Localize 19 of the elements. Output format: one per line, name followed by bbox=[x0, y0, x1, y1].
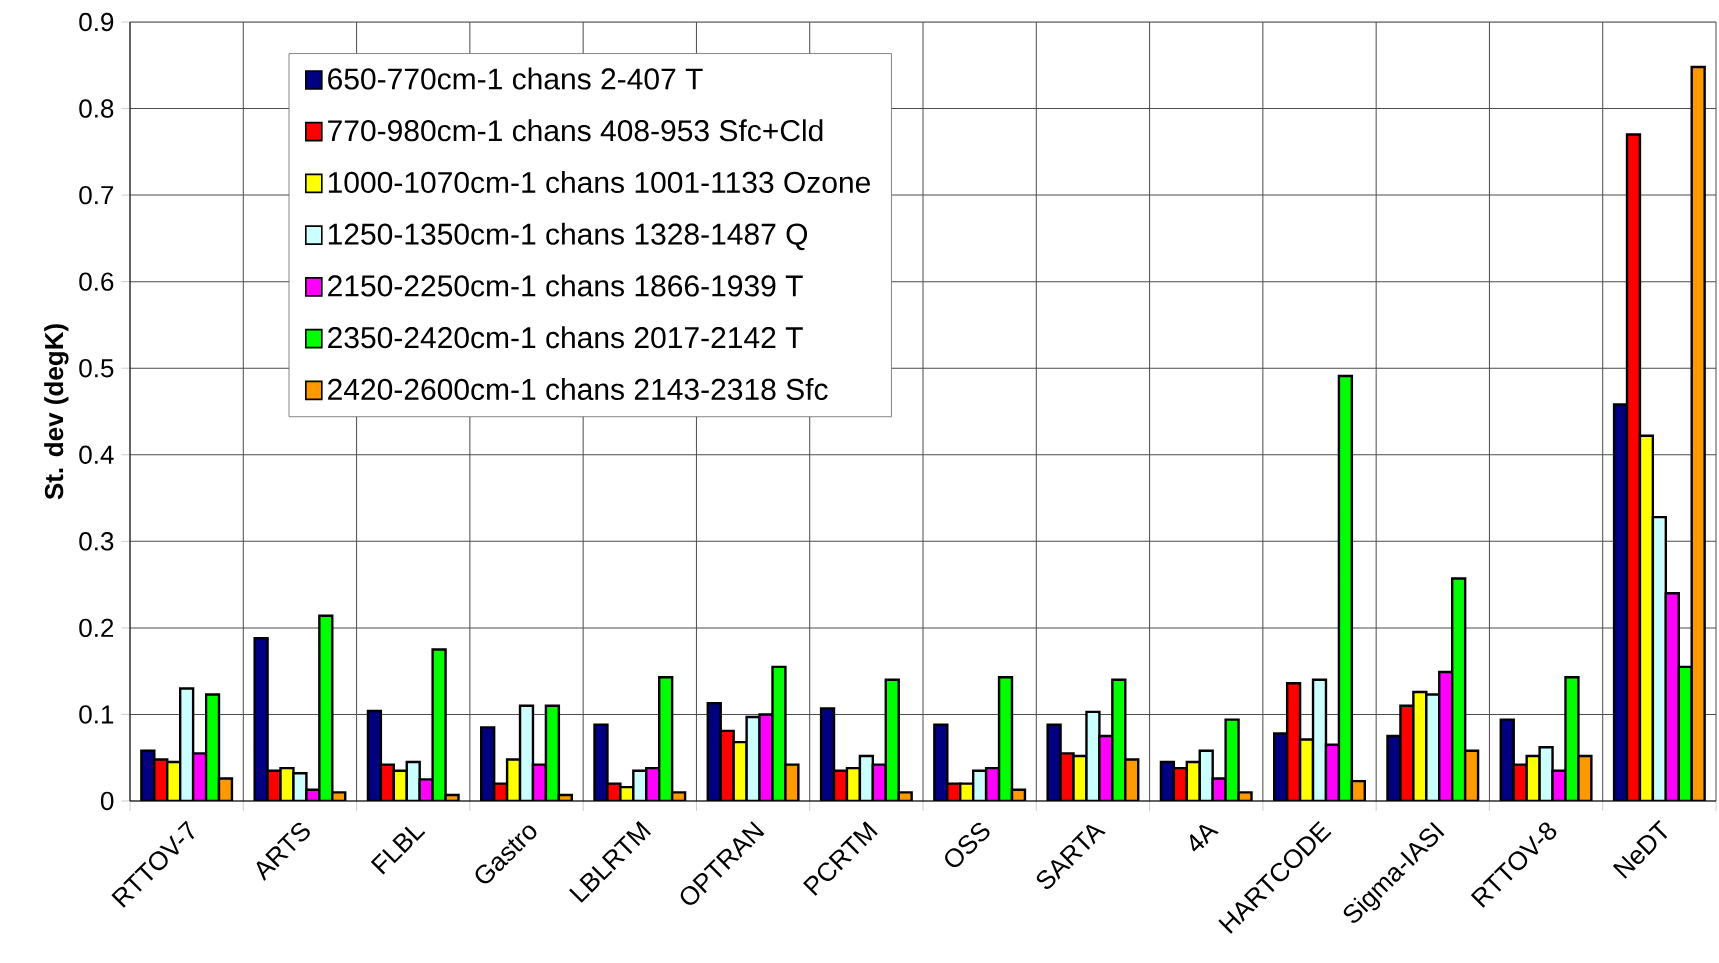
y-tick-label: 0.9 bbox=[79, 12, 114, 32]
y-tick-label: 0.3 bbox=[79, 532, 114, 551]
legend-label: 1000-1070cm-1 chans 1001-1133 Ozone bbox=[328, 171, 870, 194]
x-tick-label: 4A bbox=[1189, 824, 1219, 852]
y-tick-label: 0.1 bbox=[79, 705, 114, 724]
legend-label: 2420-2600cm-1 chans 2143-2318 Sfc bbox=[328, 377, 828, 400]
y-tick-label: 0.7 bbox=[79, 185, 114, 205]
legend-label: 770-980cm-1 chans 408-953 Sfc+Cld bbox=[328, 119, 823, 142]
y-tick-label: 0.4 bbox=[79, 445, 114, 464]
legend-label: 1250-1350cm-1 chans 1328-1487 Q bbox=[328, 222, 808, 251]
y-tick-label: 0 bbox=[100, 791, 114, 811]
y-axis-title: St. dev (degK) bbox=[44, 324, 69, 500]
y-tick-label: 0.8 bbox=[79, 99, 114, 118]
legend-label: 2350-2420cm-1 chans 2017-2142 T bbox=[328, 326, 803, 349]
legend-label: 2150-2250cm-1 chans 1866-1939 T bbox=[328, 274, 803, 297]
y-tick-label: 0.2 bbox=[79, 618, 114, 638]
legend-label: 650-770cm-1 chans 2-407 T bbox=[328, 67, 703, 90]
y-tick-label: 0.6 bbox=[79, 272, 114, 291]
y-tick-label: 0.5 bbox=[79, 359, 114, 378]
